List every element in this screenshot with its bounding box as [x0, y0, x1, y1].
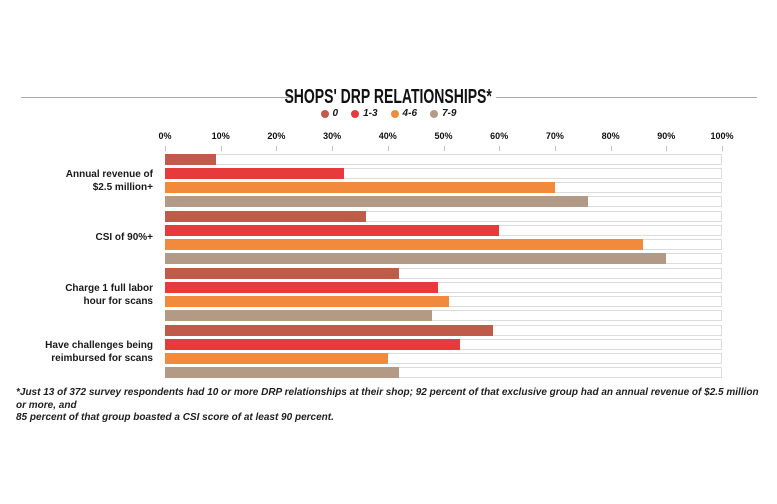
bar-group	[165, 268, 722, 321]
legend: 0 1-3 4-6 7-9	[0, 108, 777, 119]
legend-label: 4-6	[402, 108, 417, 119]
bar-4-6	[165, 239, 644, 250]
bar-0	[165, 154, 216, 165]
bar-1-3	[165, 225, 499, 236]
category-label: Annual revenue of $2.5 million+	[65, 168, 153, 193]
legend-dot-icon	[430, 109, 438, 118]
x-axis-tick	[332, 146, 334, 151]
page-title-text: SHOPS' DRP RELATIONSHIPS*	[284, 86, 493, 108]
footnote: *Just 13 of 372 survey respondents had 1…	[16, 387, 759, 423]
bar-track	[165, 168, 722, 179]
plot-area	[165, 154, 722, 382]
bar-track	[165, 282, 722, 293]
x-axis-tick	[499, 146, 501, 151]
bar-track	[165, 268, 722, 279]
bar-track	[165, 296, 722, 307]
bar-track	[165, 154, 722, 165]
bar-7-9	[165, 253, 666, 264]
category-label: CSI of 90%+	[95, 232, 153, 243]
x-axis-label: 0%	[158, 131, 172, 141]
page-title: SHOPS' DRP RELATIONSHIPS*	[0, 86, 777, 108]
bar-4-6	[165, 296, 450, 307]
x-axis-label: 90%	[657, 131, 676, 141]
bar-7-9	[165, 196, 588, 207]
x-axis-tick	[554, 146, 556, 151]
bar-7-9	[165, 310, 433, 321]
bar-4-6	[165, 353, 388, 364]
bar-0	[165, 268, 400, 279]
bar-track	[165, 239, 722, 250]
bar-track	[165, 253, 722, 264]
x-axis-tick	[722, 146, 723, 151]
x-axis: 0% 10% 20% 30% 40% 50% 60% 70% 80% 90% 100%	[158, 131, 734, 153]
category-label: Charge 1 full labor hour for scans	[65, 282, 153, 307]
bar-1-3	[165, 339, 461, 350]
legend-item-7-9: 7-9	[430, 108, 456, 119]
bar-0	[165, 325, 494, 336]
bar-track	[165, 325, 722, 336]
bar-track	[165, 196, 722, 207]
x-axis-tick	[220, 146, 222, 151]
x-axis-label: 30%	[323, 131, 342, 141]
category-labels: Annual revenue of $2.5 million+ CSI of 90…	[0, 154, 165, 382]
x-axis-label: 60%	[490, 131, 509, 141]
x-axis-tick	[165, 146, 166, 151]
legend-label: 1-3	[363, 108, 378, 119]
x-axis-tick	[610, 146, 612, 151]
title-rule-right	[496, 97, 757, 98]
legend-dot-icon	[390, 109, 399, 118]
bar-track	[165, 225, 722, 236]
bar-group	[165, 211, 722, 264]
bar-track	[165, 182, 722, 193]
legend-item-4-6: 4-6	[390, 108, 417, 119]
legend-dot-icon	[351, 109, 360, 118]
x-axis-label: 100%	[710, 131, 734, 141]
bar-track	[165, 339, 722, 350]
category-label: Have challenges being reimbursed for sca…	[45, 339, 153, 364]
title-rule-left	[21, 97, 290, 98]
x-axis-tick	[443, 146, 445, 151]
legend-item-0: 0	[320, 108, 339, 119]
bar-group	[165, 325, 722, 378]
bar-0	[165, 211, 366, 222]
x-axis-label: 70%	[545, 131, 564, 141]
bar-track	[165, 310, 722, 321]
x-axis-label: 40%	[378, 131, 397, 141]
x-axis-label: 80%	[601, 131, 620, 141]
x-axis-label: 50%	[434, 131, 453, 141]
bar-1-3	[165, 168, 344, 179]
bar-group	[165, 154, 722, 207]
bar-4-6	[165, 182, 555, 193]
bar-track	[165, 367, 722, 378]
bar-7-9	[165, 367, 400, 378]
title-row: SHOPS' DRP RELATIONSHIPS*	[0, 86, 777, 108]
legend-label: 7-9	[442, 108, 457, 119]
legend-label: 0	[332, 108, 339, 119]
x-axis-label: 10%	[211, 131, 230, 141]
bar-track	[165, 211, 722, 222]
x-axis-tick	[666, 146, 668, 151]
x-axis-tick	[387, 146, 389, 151]
x-axis-tick	[276, 146, 278, 151]
x-axis-label: 20%	[267, 131, 286, 141]
legend-dot-icon	[320, 109, 329, 118]
legend-item-1-3: 1-3	[351, 108, 378, 119]
bar-1-3	[165, 282, 438, 293]
bar-track	[165, 353, 722, 364]
chart-body: Annual revenue of $2.5 million+ CSI of 90…	[0, 154, 722, 382]
